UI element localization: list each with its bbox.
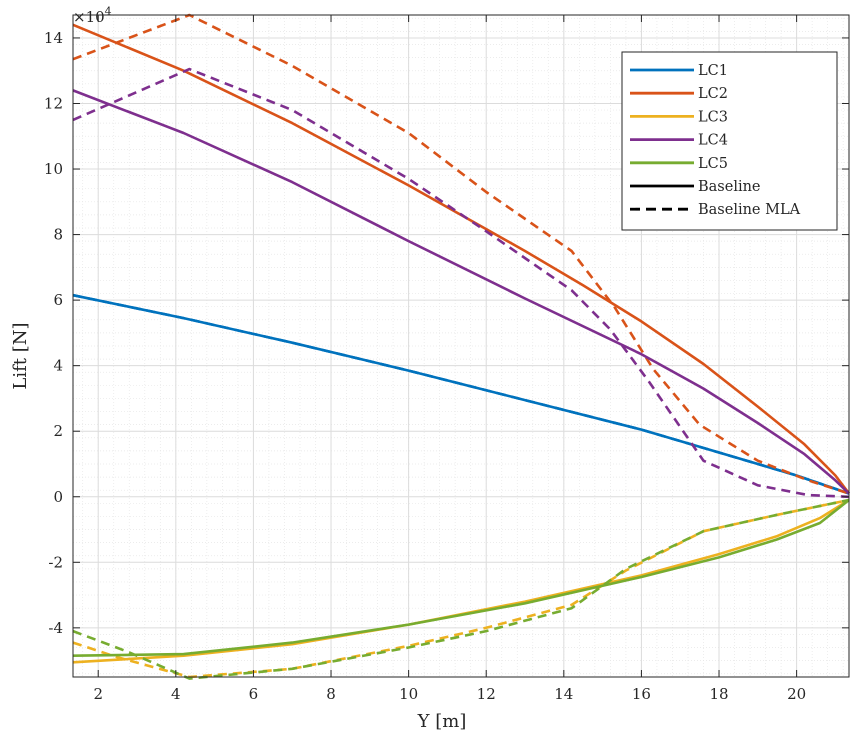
- x-tick-label: 2: [93, 685, 103, 703]
- x-tick-labels: 2 4 6 8 10 12 14 16 18 20: [93, 685, 806, 703]
- y-exponent-label: ×104: [73, 5, 112, 26]
- x-tick-label: 8: [326, 685, 336, 703]
- series-line-lc1-baseline: [72, 293, 850, 495]
- legend-label-baseline-mla: Baseline MLA: [698, 202, 801, 218]
- x-tick-label: 12: [477, 685, 496, 703]
- y-tick-label: 0: [53, 488, 63, 506]
- y-tick-label: 4: [53, 357, 63, 375]
- x-tick-label: 14: [554, 685, 573, 703]
- y-tick-label: 8: [53, 226, 63, 244]
- y-tick-labels: -4 -2 0 2 4 6 8 10 12 14: [44, 29, 63, 637]
- y-tick-label: 14: [44, 29, 63, 47]
- y-tick-label: 2: [53, 422, 63, 440]
- y-tick-label: 10: [44, 160, 63, 178]
- series-line-lc1-mla: [72, 293, 850, 495]
- x-tick-label: 16: [632, 685, 651, 703]
- legend: LC1 LC2 LC3 LC4 LC5 Baseline Baseline MLA: [621, 51, 838, 231]
- legend-label-lc2: LC2: [698, 86, 728, 102]
- legend-label-baseline: Baseline: [698, 179, 761, 195]
- axis-ticks: [73, 15, 849, 677]
- y-tick-label: -4: [48, 619, 63, 637]
- series-line-lc2-baseline: [72, 23, 850, 495]
- x-tick-label: 10: [399, 685, 418, 703]
- y-axis-label: Lift [N]: [10, 322, 31, 389]
- legend-label-lc4: LC4: [698, 133, 728, 149]
- series-line-lc5-mla: [72, 498, 850, 680]
- x-tick-label: 20: [787, 685, 806, 703]
- legend-label-lc1: LC1: [698, 63, 728, 79]
- series-line-lc4-baseline: [72, 89, 850, 495]
- x-tick-label: 4: [171, 685, 181, 703]
- x-tick-label: 18: [709, 685, 728, 703]
- series-line-lc5-baseline: [72, 498, 850, 657]
- legend-label-lc3: LC3: [698, 109, 728, 125]
- axes-box: [72, 14, 850, 678]
- y-tick-label: -2: [48, 553, 63, 571]
- series-line-lc3-baseline: [72, 498, 850, 664]
- series-line-lc3-mla: [72, 498, 850, 679]
- legend-label-lc5: LC5: [698, 156, 728, 172]
- y-tick-label: 6: [53, 291, 63, 309]
- x-tick-label: 6: [249, 685, 259, 703]
- x-axis-label: Y [m]: [417, 711, 467, 732]
- series-lines: [72, 13, 850, 680]
- y-tick-label: 12: [44, 94, 63, 112]
